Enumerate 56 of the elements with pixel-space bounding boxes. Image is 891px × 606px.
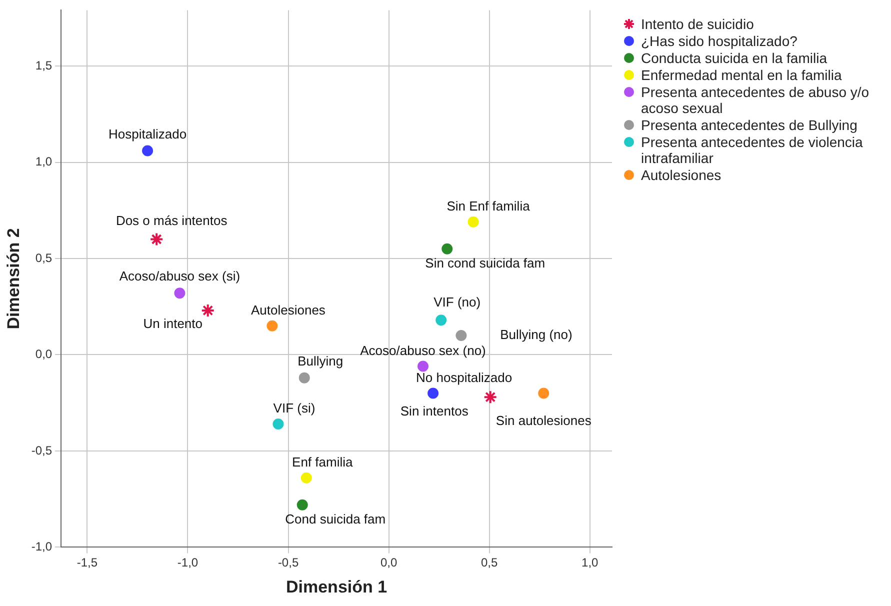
- point: [442, 243, 453, 254]
- annotation: Sin intentos: [400, 404, 469, 419]
- point: [483, 390, 498, 404]
- annotation: Autolesiones: [250, 302, 326, 318]
- x-tick-label: 0,5: [481, 556, 498, 570]
- annotation: VIF (si): [273, 400, 316, 416]
- annotation: Cond suicida fam: [285, 511, 386, 526]
- y-tick-label: -1,0: [31, 540, 52, 554]
- y-tick-label: -0,5: [31, 443, 52, 458]
- annotation: Acoso/abuso sex (no): [360, 342, 486, 358]
- x-axis-title: Dimensión 1: [286, 577, 388, 596]
- x-tick-label: -0,5: [278, 556, 299, 570]
- annotation: VIF (no): [434, 294, 481, 310]
- legend-label: ¿Has sido hospitalizado?: [641, 33, 798, 49]
- point: [200, 303, 215, 318]
- annotation: Dos o más intentos: [116, 212, 228, 228]
- point: [174, 288, 186, 299]
- legend-label: Presenta antecedentes de violencia intrafamiliar: [641, 134, 864, 166]
- annotation: Bullying (no): [500, 327, 572, 342]
- annotation: Un intento: [143, 316, 202, 332]
- point: [436, 314, 447, 326]
- legend-label: Intento de suicidio: [641, 16, 754, 32]
- annotation: Bullying: [298, 353, 344, 368]
- point: [300, 472, 312, 484]
- annotation: Hospitalizado: [108, 126, 187, 142]
- point: [150, 232, 164, 246]
- legend-label: Presenta antecedentes de Bullying: [641, 117, 858, 133]
- legend-label: Presenta antecedentes de abuso y/o acoso sexual: [641, 84, 870, 116]
- point: [142, 145, 154, 156]
- annotation: Acoso/abuso sex (si): [119, 268, 240, 284]
- annotation: No hospitalizado: [416, 370, 512, 385]
- x-tick-label: -1,5: [76, 556, 98, 570]
- point: [468, 216, 479, 228]
- x-tick-label: 1,0: [582, 556, 599, 570]
- point: [272, 418, 284, 430]
- point: [298, 372, 310, 384]
- legend-label: Conducta suicida en la familia: [641, 50, 827, 66]
- y-tick-label: 0,0: [35, 347, 52, 362]
- x-tick-label: -1,0: [177, 556, 198, 570]
- legend-label: Enfermedad mental en la familia: [641, 67, 842, 83]
- point: [538, 388, 550, 399]
- legend-label: Autolesiones: [641, 167, 722, 183]
- y-axis-title: Dimensión 2: [4, 228, 23, 330]
- annotation: Enf familia: [292, 454, 354, 470]
- point: [418, 360, 428, 372]
- y-tick-label: 1,0: [35, 154, 52, 169]
- point: [428, 388, 439, 399]
- annotation: Sin autolesiones: [496, 412, 592, 428]
- annotation: Sin Enf familia: [446, 198, 531, 214]
- point: [266, 320, 278, 332]
- y-tick-label: 0,5: [35, 250, 52, 265]
- x-tick-label: 0,0: [380, 556, 398, 570]
- annotation: Sin cond suicida fam: [425, 255, 546, 270]
- point: [456, 330, 467, 341]
- y-tick-label: 1,5: [35, 58, 52, 72]
- point: [296, 499, 308, 510]
